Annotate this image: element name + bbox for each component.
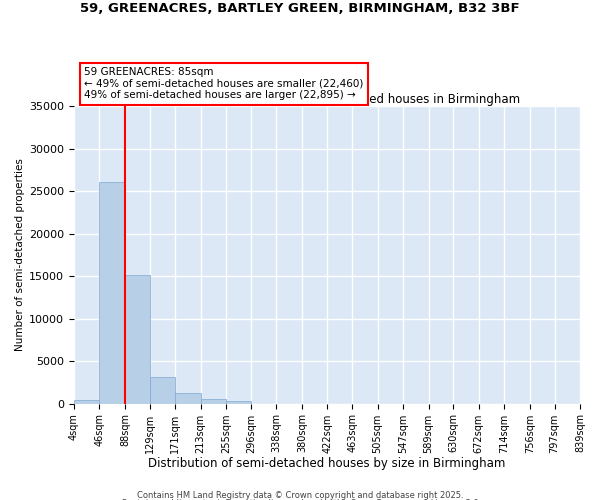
Text: Contains HM Land Registry data © Crown copyright and database right 2025.: Contains HM Land Registry data © Crown c… [137,490,463,500]
Bar [125,274,150,404]
Y-axis label: Number of semi-detached properties: Number of semi-detached properties [15,158,25,352]
Bar [175,394,200,404]
Title: Size of property relative to semi-detached houses in Birmingham: Size of property relative to semi-detach… [134,94,520,106]
Text: 59, GREENACRES, BARTLEY GREEN, BIRMINGHAM, B32 3BF: 59, GREENACRES, BARTLEY GREEN, BIRMINGHA… [80,2,520,16]
Bar [74,400,100,404]
Bar [200,400,226,404]
X-axis label: Distribution of semi-detached houses by size in Birmingham: Distribution of semi-detached houses by … [148,457,506,470]
Bar [100,182,125,404]
Bar [150,378,175,404]
Text: 59 GREENACRES: 85sqm
← 49% of semi-detached houses are smaller (22,460)
49% of s: 59 GREENACRES: 85sqm ← 49% of semi-detac… [84,68,364,100]
Bar [226,401,251,404]
